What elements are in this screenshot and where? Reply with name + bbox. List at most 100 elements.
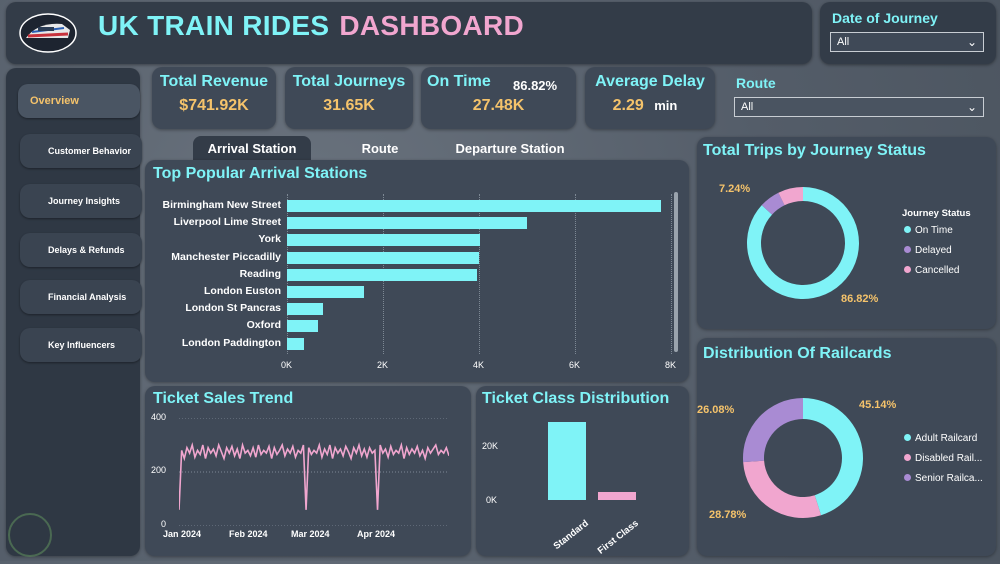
bar-label: Birmingham New Street: [162, 199, 281, 211]
bar[interactable]: [287, 200, 662, 212]
pct-label-cancelled: 7.24%: [719, 183, 751, 195]
sidebar-item-financial-analysis[interactable]: Financial Analysis: [20, 280, 142, 314]
sidebar-item-journey-insights[interactable]: Journey Insights: [20, 184, 142, 218]
kpi-on-time-pct: 86.82%: [513, 78, 558, 93]
legend-label: Senior Railca...: [915, 473, 983, 484]
x-tick: 6K: [569, 360, 581, 370]
donut-slice[interactable]: [761, 192, 785, 215]
bar-label: Oxford: [246, 319, 281, 332]
kpi-title: Total Revenue: [159, 73, 269, 90]
x-tick: Standard: [551, 518, 591, 553]
legend-item-disabled: Disabled Rail...: [904, 453, 982, 464]
legend-dot: [904, 226, 911, 233]
legend-label: Cancelled: [915, 265, 960, 276]
bar-label: London Euston: [204, 285, 281, 297]
kpi-value: $741.92K: [179, 97, 249, 114]
kpi-average-delay: Average Delay 2.29 min: [585, 67, 715, 129]
pct-label-senior: 26.08%: [697, 404, 735, 416]
journey-status-donut: [747, 187, 859, 299]
donut-slice[interactable]: [743, 398, 803, 463]
legend-label: Delayed: [915, 245, 952, 256]
kpi-title: On Time: [427, 73, 491, 90]
tab-label: Arrival Station: [207, 141, 297, 156]
sidebar-item-label: Financial Analysis: [48, 292, 127, 302]
tab-arrival-station[interactable]: Arrival Station: [193, 136, 311, 162]
bar[interactable]: [287, 303, 323, 316]
donut-slice[interactable]: [803, 398, 863, 516]
legend-dot: [904, 434, 911, 441]
legend-title: Journey Status: [902, 208, 971, 219]
chart-title: Distribution Of Railcards: [703, 345, 892, 362]
x-tick: 4K: [473, 360, 485, 370]
sidebar-item-overview[interactable]: Overview: [18, 84, 140, 118]
y-tick: 0: [161, 519, 167, 529]
x-tick: Apr 2024: [357, 529, 396, 539]
legend-item-delayed: Delayed: [904, 245, 952, 256]
sidebar-item-label: Journey Insights: [48, 196, 121, 206]
tab-departure-station[interactable]: Departure Station: [439, 136, 581, 162]
kpi-value: 27.48K: [472, 97, 525, 114]
title-part-1: UK TRAIN RIDES: [98, 10, 330, 41]
sidebar-item-label: Delays & Refunds: [48, 245, 125, 255]
donut-slice[interactable]: [778, 187, 803, 206]
legend-label: Adult Railcard: [915, 433, 978, 444]
sidebar-item-key-influencers[interactable]: Key Influencers: [20, 328, 142, 362]
ticket-sales-trend-chart: Ticket Sales Trend 400 200 0 Jan 2024 Fe…: [145, 386, 471, 556]
legend-item-adult: Adult Railcard: [904, 433, 977, 444]
sidebar-item-customer-behavior[interactable]: Customer Behavior: [20, 134, 142, 168]
watermark-logo: [8, 513, 52, 557]
bar[interactable]: [548, 421, 586, 500]
legend-item-on-time: On Time: [904, 225, 953, 236]
pct-label-adult: 45.14%: [859, 399, 897, 411]
arrival-stations-chart: Top Popular Arrival Stations 0K 2K 4K 6K 8K B…: [145, 160, 689, 382]
pct-label-on-time: 86.82%: [841, 293, 879, 305]
kpi-value: 31.65K: [323, 97, 375, 114]
tab-label: Route: [361, 141, 399, 156]
title-part-2: DASHBOARD: [339, 10, 525, 41]
chevron-down-icon: ⌄: [966, 35, 977, 49]
chart-title: Total Trips by Journey Status: [703, 142, 926, 159]
legend-label: Disabled Rail...: [915, 453, 983, 464]
legend-label: On Time: [915, 225, 953, 236]
bar-label: Manchester Piccadilly: [171, 250, 281, 263]
route-slicer-label: Route: [736, 75, 776, 91]
kpi-value: 2.29 min: [575, 97, 715, 115]
x-tick: 8K: [665, 360, 677, 370]
bar-label: York: [258, 233, 281, 246]
x-tick: Mar 2024: [291, 529, 330, 539]
bar[interactable]: [287, 337, 304, 350]
legend-dot: [904, 266, 911, 273]
bar[interactable]: [287, 251, 479, 264]
kpi-total-journeys: Total Journeys 31.65K: [285, 67, 413, 129]
kpi-delay-value: 2.29: [612, 97, 644, 114]
kpi-on-time: On Time 86.82% 27.48K: [421, 67, 576, 129]
bar-label: London St Pancras: [185, 302, 281, 315]
header-bar: UK TRAIN RIDES DASHBOARD: [6, 2, 812, 64]
bar[interactable]: [287, 268, 477, 281]
x-tick: Feb 2024: [229, 529, 268, 539]
scrollbar[interactable]: [674, 192, 678, 352]
route-slicer-dropdown[interactable]: All ⌄: [734, 97, 984, 117]
route-slicer-value: All: [741, 101, 754, 113]
bar[interactable]: [598, 491, 636, 500]
railcards-donut: [743, 398, 863, 518]
sidebar-item-delays-refunds[interactable]: Delays & Refunds: [20, 233, 142, 267]
chart-title: Top Popular Arrival Stations: [153, 165, 368, 182]
gridline: [575, 194, 576, 354]
sales-line[interactable]: [179, 441, 449, 510]
x-tick: Jan 2024: [163, 529, 202, 539]
kpi-total-revenue: Total Revenue $741.92K: [152, 67, 276, 129]
bar[interactable]: [287, 320, 319, 333]
tab-route[interactable]: Route: [323, 136, 437, 162]
bar[interactable]: [287, 217, 527, 230]
bar[interactable]: [287, 286, 364, 298]
y-tick: 0K: [486, 495, 498, 505]
sidebar: Overview Customer Behavior Journey Insig…: [6, 68, 142, 556]
journey-status-chart: Total Trips by Journey Status 7.24% 86.8…: [697, 137, 996, 329]
legend-item-cancelled: Cancelled: [904, 265, 959, 276]
date-slicer-dropdown[interactable]: All ⌄: [830, 32, 984, 52]
donut-slice[interactable]: [743, 460, 822, 518]
x-tick: 2K: [377, 360, 389, 370]
legend-dot: [904, 454, 911, 461]
bar[interactable]: [287, 234, 481, 247]
